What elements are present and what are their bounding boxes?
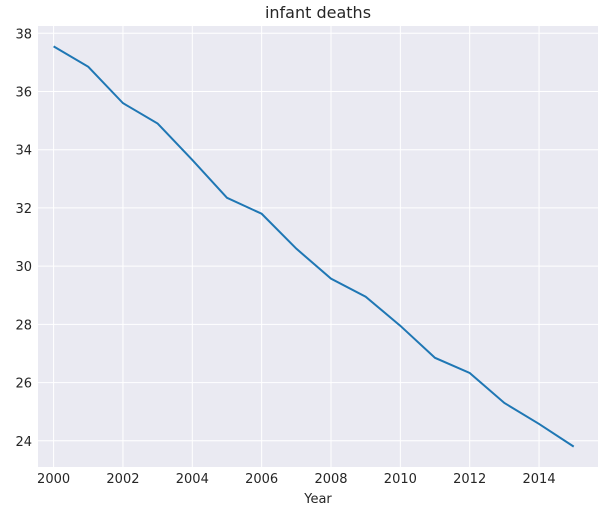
y-tick-label: 32 <box>15 202 32 217</box>
x-tick-label: 2010 <box>384 472 417 487</box>
y-tick-label: 26 <box>15 377 32 392</box>
x-axis-label: Year <box>303 492 332 506</box>
y-tick-label: 34 <box>15 144 32 159</box>
x-tick-label: 2002 <box>106 472 139 487</box>
chart-title: infant deaths <box>265 3 371 22</box>
y-tick-label: 38 <box>15 27 32 42</box>
y-tick-label: 30 <box>15 260 32 275</box>
y-tick-label: 28 <box>15 318 32 333</box>
y-axis-ticks: 24 26 28 30 32 34 36 38 <box>15 27 32 450</box>
y-tick-label: 36 <box>15 85 32 100</box>
x-tick-label: 2012 <box>453 472 486 487</box>
x-tick-label: 2008 <box>314 472 347 487</box>
x-tick-label: 2014 <box>523 472 556 487</box>
grid-lines <box>38 26 598 467</box>
plot-area <box>38 26 598 467</box>
x-axis-ticks: 2000 2002 2004 2006 2008 2010 2012 2014 <box>37 472 556 487</box>
x-tick-label: 2004 <box>176 472 209 487</box>
x-tick-label: 2000 <box>37 472 70 487</box>
y-tick-label: 24 <box>15 435 32 450</box>
series-line <box>53 45 575 448</box>
x-tick-label: 2006 <box>245 472 278 487</box>
